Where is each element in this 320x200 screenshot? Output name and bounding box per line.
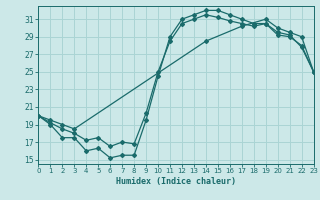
X-axis label: Humidex (Indice chaleur): Humidex (Indice chaleur) (116, 177, 236, 186)
